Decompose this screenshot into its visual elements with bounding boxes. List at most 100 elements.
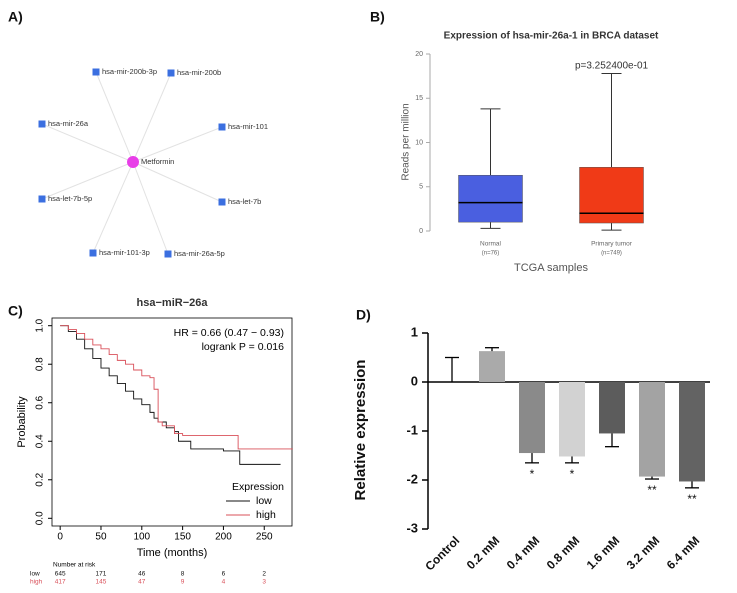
node-label: hsa-let-7b — [228, 197, 261, 206]
node — [167, 69, 175, 77]
risk-value: 6 — [222, 571, 226, 578]
bar — [519, 382, 545, 454]
y-tick-label: 10 — [415, 139, 423, 146]
significance: ** — [647, 483, 657, 497]
x-tick-label: 250 — [256, 532, 273, 543]
node-label: hsa-mir-26a — [48, 119, 89, 128]
x-axis-label: Time (months) — [137, 547, 208, 559]
edge — [92, 161, 134, 254]
edge — [132, 161, 169, 255]
edge — [132, 72, 172, 163]
edge — [132, 161, 223, 203]
bar — [679, 382, 705, 482]
significance: * — [530, 467, 535, 481]
x-tick-label: Normal — [480, 241, 502, 248]
node-label: hsa-let-7b-5p — [48, 194, 92, 203]
y-tick-label: 15 — [415, 95, 423, 102]
x-tick-label: 200 — [215, 532, 232, 543]
x-tick-label: 1.6 mM — [584, 533, 623, 572]
y-tick-label: 0.4 — [35, 434, 46, 448]
bar — [639, 382, 665, 477]
x-tick-label: 100 — [133, 532, 150, 543]
survival-curve — [60, 325, 281, 465]
node-label: hsa-mir-200b — [177, 68, 221, 77]
x-axis-label: TCGA samples — [514, 262, 588, 274]
x-tick-label: 6.4 mM — [664, 533, 703, 572]
bar — [479, 351, 505, 382]
y-tick-label: 0.6 — [35, 395, 46, 409]
center-node — [127, 156, 139, 168]
bar — [559, 382, 585, 457]
node — [164, 250, 172, 258]
legend-title: Expression — [232, 481, 284, 493]
panel-label: D) — [356, 307, 371, 323]
x-tick-label: 0 — [57, 532, 63, 543]
risk-value: 3 — [262, 579, 266, 586]
node — [218, 198, 226, 206]
x-tick-label: Control — [422, 533, 462, 573]
annotation: HR = 0.66 (0.47 − 0.93) — [174, 327, 284, 339]
node — [38, 195, 46, 203]
panel-label: A) — [8, 9, 23, 25]
chart-title: Expression of hsa-mir-26a-1 in BRCA data… — [444, 31, 659, 42]
risk-value: 645 — [55, 571, 66, 578]
y-tick-label: 0.8 — [35, 357, 46, 371]
plot-frame — [51, 317, 293, 527]
risk-value: 9 — [181, 579, 185, 586]
chart-title: hsa−miR−26a — [137, 297, 209, 309]
risk-value: 8 — [181, 571, 185, 578]
risk-row-name: low — [30, 571, 40, 578]
risk-value: 145 — [96, 579, 107, 586]
risk-value: 171 — [96, 571, 107, 578]
annotation: p=3.252400e-01 — [575, 61, 649, 72]
x-tick-label: 0.2 mM — [464, 533, 503, 572]
risk-row-name: high — [30, 579, 43, 586]
center-label: Metformin — [141, 157, 174, 166]
x-tick-note: (n=76) — [482, 251, 500, 257]
y-axis-label: Reads per million — [401, 103, 412, 180]
y-tick-label: 20 — [415, 51, 423, 58]
survival-curve — [60, 325, 293, 450]
node-label: hsa-mir-101 — [228, 122, 268, 131]
y-tick-label: 0.0 — [35, 511, 46, 525]
risk-value: 417 — [55, 579, 66, 586]
y-axis-label: Relative expression — [352, 360, 369, 501]
legend-label: high — [256, 509, 276, 521]
node-label: hsa-mir-26a-5p — [174, 249, 225, 258]
node — [218, 123, 226, 131]
y-tick-label: -2 — [406, 471, 418, 486]
edge — [41, 123, 134, 163]
node — [89, 249, 97, 257]
x-tick-label: 50 — [95, 532, 107, 543]
y-axis-label: Probability — [16, 396, 28, 448]
y-tick-label: 0 — [411, 373, 418, 388]
y-tick-label: -1 — [406, 422, 418, 437]
x-tick-label: Primary tumor — [591, 241, 633, 248]
panel-label: B) — [370, 9, 385, 25]
significance: ** — [687, 492, 697, 506]
x-tick-label: 0.4 mM — [504, 533, 543, 572]
bar — [599, 382, 625, 434]
box — [579, 167, 644, 224]
node-label: hsa-mir-200b-3p — [102, 67, 157, 76]
x-tick-label: 3.2 mM — [624, 533, 663, 572]
edge — [132, 126, 223, 163]
risk-value: 47 — [138, 579, 146, 586]
legend-label: low — [256, 495, 272, 507]
y-tick-label: 0 — [419, 228, 423, 235]
x-tick-label: 150 — [174, 532, 191, 543]
x-tick-label: 0.8 mM — [544, 533, 583, 572]
node — [92, 68, 100, 76]
risk-value: 2 — [262, 571, 266, 578]
edge — [41, 161, 134, 200]
y-tick-label: 0.2 — [35, 472, 46, 486]
y-tick-label: -3 — [406, 520, 418, 535]
edge — [95, 71, 134, 163]
risk-value: 4 — [222, 579, 226, 586]
node-label: hsa-mir-101-3p — [99, 248, 150, 257]
node — [38, 120, 46, 128]
risk-value: 46 — [138, 571, 146, 578]
box — [458, 174, 523, 223]
panel-label: C) — [8, 303, 23, 319]
